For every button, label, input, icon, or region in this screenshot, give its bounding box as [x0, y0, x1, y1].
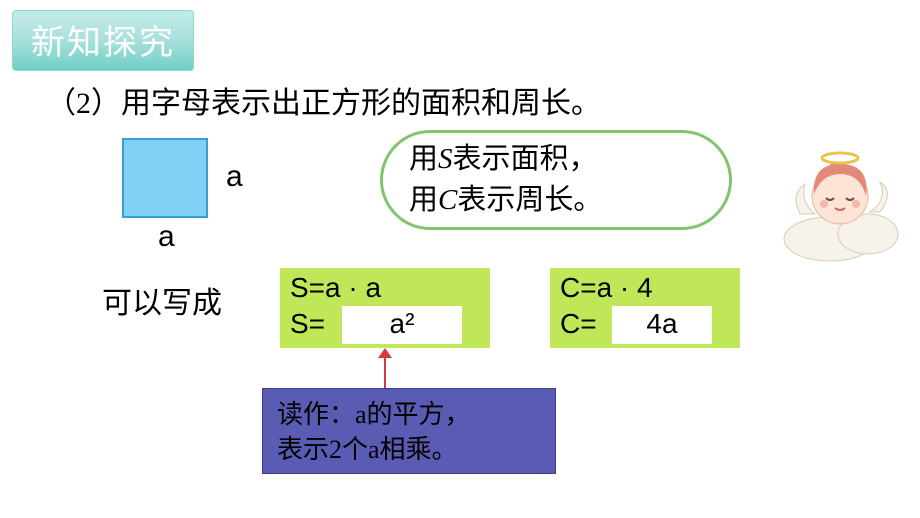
square-label-right: a	[226, 160, 243, 194]
explanation-box: 读作：a的平方， 表示2个a相乘。	[262, 388, 556, 474]
area-formula-1: S=a · a	[290, 272, 381, 304]
explanation-line2: 表示2个a相乘。	[277, 432, 541, 467]
perimeter-formula-1: C=a · 4	[560, 272, 653, 304]
explanation-line1: 读作：a的平方，	[277, 397, 541, 432]
square-label-bottom: a	[158, 220, 175, 254]
bubble-line2: 用C表示周长。	[409, 180, 729, 221]
formula-box-area: S=a · a S= a²	[280, 268, 490, 348]
question-text: （2）用字母表示出正方形的面积和周长。	[46, 78, 601, 122]
angel-character	[780, 144, 910, 274]
header-title: 新知探究	[31, 25, 175, 62]
perimeter-formula-2-value: 4a	[612, 306, 712, 344]
speech-bubble: 用S表示面积， 用C表示周长。	[380, 130, 732, 230]
can-write-label: 可以写成	[102, 278, 222, 322]
arrow-line	[384, 350, 386, 388]
square-shape	[122, 138, 208, 218]
formula-box-perimeter: C=a · 4 C= 4a	[550, 268, 740, 348]
bubble-line1: 用S表示面积，	[409, 139, 729, 180]
header-tab: 新知探究	[12, 10, 194, 71]
area-formula-2-value: a²	[342, 306, 462, 344]
perimeter-formula-2-prefix: C=	[560, 308, 597, 340]
area-formula-2-prefix: S=	[290, 308, 325, 340]
